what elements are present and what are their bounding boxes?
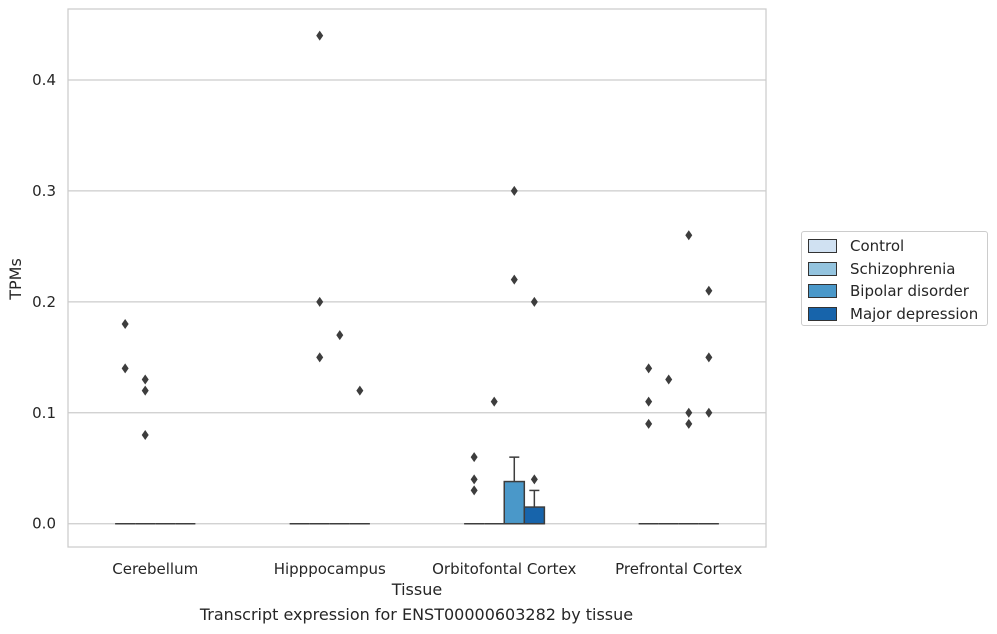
outlier-point (141, 429, 149, 440)
outlier-point (645, 418, 653, 429)
y-tick-label: 0.0 (32, 515, 56, 533)
outlier-point (141, 374, 149, 385)
legend-item: Control (808, 235, 987, 258)
x-tick-label: Hipppocampus (274, 560, 386, 578)
outlier-point (316, 30, 324, 41)
x-axis-label: Tissue (391, 580, 442, 599)
outlier-point (336, 330, 344, 341)
legend: Control Schizophrenia Bipolar disorder Majo… (801, 231, 988, 326)
boxes (115, 456, 719, 525)
x-tick-label: Orbitofontal Cortex (432, 560, 576, 578)
outlier-point (510, 274, 518, 285)
legend-label: Major depression (850, 304, 979, 323)
outlier-point (510, 185, 518, 196)
outlier-point (645, 396, 653, 407)
legend-item: Major depression (808, 303, 987, 326)
outlier-point (356, 385, 364, 396)
x-tick-label: Prefrontal Cortex (615, 560, 742, 578)
box-major-depression (523, 489, 546, 525)
box-body (503, 480, 526, 525)
outlier-point (685, 230, 693, 241)
x-tick-labels: Cerebellum Hipppocampus Orbitofontal Corte… (112, 560, 742, 578)
outlier-point (121, 319, 129, 330)
y-tick-labels: 0.0 0.1 0.2 0.3 0.4 (32, 71, 56, 533)
legend-swatch (808, 239, 837, 254)
legend-swatch (808, 284, 837, 299)
outliers (121, 30, 713, 496)
chart-caption: Transcript expression for ENST0000060328… (199, 605, 634, 624)
outlier-point (665, 374, 673, 385)
legend-label: Control (850, 237, 905, 256)
outlier-point (470, 485, 478, 496)
outlier-point (470, 474, 478, 485)
y-tick-label: 0.2 (32, 293, 56, 311)
outlier-point (316, 296, 324, 307)
outlier-point (705, 352, 713, 363)
legend-swatch (808, 261, 837, 276)
outlier-point (316, 352, 324, 363)
outlier-point (685, 418, 693, 429)
outlier-point (141, 385, 149, 396)
outlier-point (470, 452, 478, 463)
gridlines (68, 79, 766, 525)
outlier-point (490, 396, 498, 407)
outlier-point (685, 407, 693, 418)
outlier-point (530, 474, 538, 485)
outlier-point (705, 407, 713, 418)
box-bipolar-disorder (503, 456, 526, 525)
legend-label: Schizophrenia (850, 259, 956, 278)
legend-swatch (808, 306, 837, 321)
legend-item: Schizophrenia (808, 258, 987, 281)
plot-frame (67, 8, 767, 548)
box-body (523, 506, 546, 525)
y-tick-label: 0.1 (32, 404, 56, 422)
x-tick-label: Cerebellum (112, 560, 198, 578)
outlier-point (530, 296, 538, 307)
outlier-point (645, 363, 653, 374)
y-axis-label: TPMs (6, 258, 25, 301)
outlier-point (121, 363, 129, 374)
legend-item: Bipolar disorder (808, 280, 987, 303)
legend-label: Bipolar disorder (850, 282, 969, 301)
y-tick-label: 0.3 (32, 182, 56, 200)
outlier-point (705, 285, 713, 296)
y-tick-label: 0.4 (32, 71, 56, 89)
